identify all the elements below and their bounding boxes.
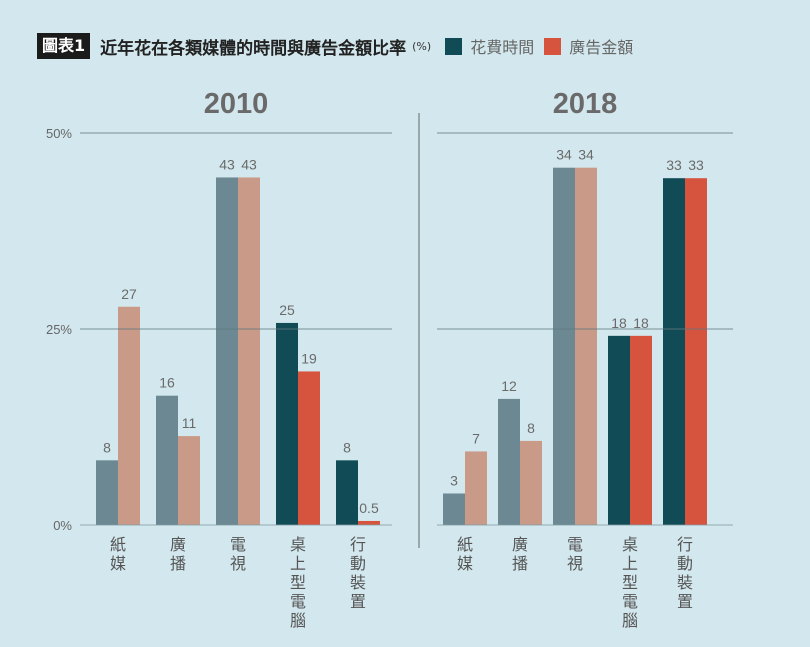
data-label: 43 bbox=[241, 156, 257, 172]
bar-time bbox=[276, 322, 298, 525]
legend-item-ad: 廣告金額 bbox=[544, 34, 633, 58]
data-label: 19 bbox=[301, 350, 317, 366]
panel-year-title: 2018 bbox=[553, 88, 618, 120]
data-label: 33 bbox=[666, 157, 682, 173]
data-label: 11 bbox=[182, 415, 197, 431]
data-label: 8 bbox=[527, 420, 535, 436]
bar-ad bbox=[118, 306, 140, 525]
bar-ad bbox=[298, 371, 320, 525]
y-tick-label: 25% bbox=[46, 322, 72, 337]
category-label-char: 廣 bbox=[512, 535, 528, 554]
data-label: 3 bbox=[450, 472, 458, 488]
bar-ad bbox=[238, 177, 260, 525]
bar-ad bbox=[630, 335, 652, 525]
category-label-char: 型 bbox=[622, 573, 638, 592]
category-label-char: 電 bbox=[567, 535, 583, 554]
data-label: 18 bbox=[633, 315, 649, 331]
legend-label-ad: 廣告金額 bbox=[569, 38, 634, 57]
category-label-char: 視 bbox=[567, 554, 583, 573]
bar-time bbox=[608, 335, 630, 525]
category-label-char: 動 bbox=[350, 554, 366, 573]
category-label-char: 置 bbox=[677, 592, 693, 611]
bar-ad bbox=[520, 440, 542, 525]
bar-time bbox=[336, 460, 358, 525]
bar-ad bbox=[178, 436, 200, 525]
category-label-char: 播 bbox=[170, 554, 186, 573]
data-label: 8 bbox=[343, 439, 351, 455]
category-label-char: 視 bbox=[230, 554, 246, 573]
category-label-char: 電 bbox=[290, 592, 306, 611]
category-label-char: 上 bbox=[622, 554, 638, 573]
y-tick-label: 0% bbox=[53, 518, 72, 533]
legend-label-time: 花費時間 bbox=[470, 38, 535, 57]
category-label-char: 電 bbox=[622, 592, 638, 611]
category-label-char: 紙 bbox=[457, 535, 473, 554]
category-label-char: 媒 bbox=[457, 554, 473, 573]
bar-ad bbox=[465, 451, 487, 525]
figure-label: 圖表1 bbox=[37, 33, 91, 59]
bar-ad bbox=[685, 178, 707, 525]
category-label-char: 置 bbox=[350, 592, 366, 611]
category-label-char: 上 bbox=[290, 554, 306, 573]
category-label-char: 播 bbox=[512, 554, 528, 573]
category-label-char: 動 bbox=[677, 554, 693, 573]
category-label-char: 電 bbox=[230, 535, 246, 554]
chart-title: 近年花在各類媒體的時間與廣告金額比率 bbox=[100, 38, 407, 59]
data-label: 12 bbox=[501, 378, 517, 394]
bar-time bbox=[663, 178, 685, 525]
data-label: 16 bbox=[159, 375, 175, 391]
chart-header: 圖表1 近年花在各類媒體的時間與廣告金額比率 (%) 花費時間 廣告金額 bbox=[37, 33, 633, 59]
data-label: 27 bbox=[121, 286, 137, 302]
data-label: 0.5 bbox=[359, 500, 379, 516]
category-label-char: 行 bbox=[350, 535, 366, 554]
data-label: 34 bbox=[556, 147, 572, 163]
legend-swatch-ad bbox=[544, 37, 562, 55]
category-label-char: 桌 bbox=[622, 535, 638, 554]
category-label-char: 裝 bbox=[677, 573, 693, 592]
category-label-char: 腦 bbox=[290, 611, 306, 630]
data-label: 43 bbox=[219, 156, 235, 172]
category-label-char: 型 bbox=[290, 573, 306, 592]
panel-year-title: 2010 bbox=[204, 88, 269, 120]
bar-time bbox=[443, 493, 465, 525]
bar-ad bbox=[575, 167, 597, 525]
bar-time bbox=[96, 460, 118, 525]
legend-swatch-time bbox=[445, 37, 463, 55]
category-label-char: 媒 bbox=[110, 554, 126, 573]
category-label-char: 裝 bbox=[350, 573, 366, 592]
data-label: 7 bbox=[472, 430, 480, 446]
category-label-char: 行 bbox=[677, 535, 693, 554]
data-label: 34 bbox=[578, 147, 594, 163]
unit-label: (%) bbox=[412, 39, 432, 53]
data-label: 18 bbox=[611, 315, 627, 331]
category-label-char: 紙 bbox=[110, 535, 126, 554]
bar-ad bbox=[358, 520, 380, 525]
data-label: 8 bbox=[103, 439, 111, 455]
legend-item-time: 花費時間 bbox=[445, 34, 534, 58]
category-label-char: 廣 bbox=[170, 535, 186, 554]
data-label: 33 bbox=[688, 157, 704, 173]
bar-time bbox=[498, 398, 520, 525]
data-label: 25 bbox=[279, 302, 295, 318]
category-label-char: 桌 bbox=[290, 535, 306, 554]
bar-time bbox=[553, 167, 575, 525]
bar-time bbox=[156, 395, 178, 525]
y-tick-label: 50% bbox=[46, 126, 72, 141]
category-label-char: 腦 bbox=[622, 611, 638, 630]
bar-time bbox=[216, 177, 238, 525]
